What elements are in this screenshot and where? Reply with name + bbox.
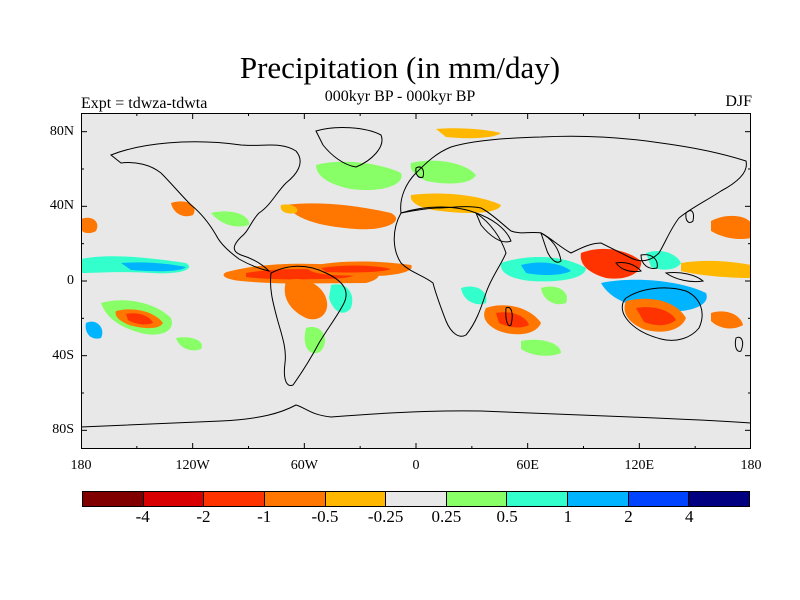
precip-field <box>580 248 642 279</box>
precip-anomaly-fields <box>81 128 751 356</box>
precip-field <box>436 128 501 139</box>
colorbar-segment <box>507 492 569 506</box>
colorbar-segment <box>689 492 750 506</box>
precip-field <box>126 313 153 325</box>
colorbar-label: -1 <box>257 507 272 526</box>
season-label: DJF <box>725 93 752 110</box>
longitude-label: 180 <box>70 458 92 473</box>
latitude-label: 40S <box>52 347 74 363</box>
precip-field <box>681 260 751 278</box>
latitude-label: 80N <box>49 123 74 139</box>
colorbar-segment <box>628 492 690 506</box>
precip-field <box>410 160 476 184</box>
map-subtitle: 000kyr BP - 000kyr BP <box>324 88 476 105</box>
coastline-australia <box>621 287 703 341</box>
longitude-label: 0 <box>412 458 420 473</box>
precip-field <box>521 339 561 356</box>
longitude-label: 120W <box>175 458 210 473</box>
precipitation-map <box>81 113 751 449</box>
coastlines <box>81 127 751 428</box>
experiment-label: Expt = tdwza-tdwta <box>81 95 208 112</box>
colorbar-label: -4 <box>135 507 150 526</box>
precip-field <box>280 204 298 214</box>
coastline-arabia <box>475 212 512 243</box>
precip-field <box>304 327 326 354</box>
colorbar-label: 0.5 <box>496 507 518 526</box>
colorbar-label: -0.25 <box>367 507 404 526</box>
coastline-eurasia <box>400 135 747 262</box>
latitude-label: 40N <box>49 198 74 214</box>
precip-field <box>316 161 402 191</box>
precip-field <box>286 203 397 230</box>
precip-field <box>461 286 487 305</box>
colorbar-segment <box>204 492 265 506</box>
precip-field <box>541 286 567 305</box>
longitude-label: 60W <box>290 458 318 473</box>
precip-field <box>171 201 195 217</box>
precip-field <box>711 311 743 329</box>
longitude-label: 120E <box>624 458 655 473</box>
colorbar <box>82 491 750 507</box>
precip-field <box>636 307 676 326</box>
coastline-north-america <box>110 141 301 272</box>
precip-field <box>329 284 353 313</box>
latitude-label: 0 <box>67 273 74 288</box>
colorbar-segment <box>143 492 205 506</box>
precip-field <box>85 321 103 339</box>
map-title: Precipitation (in mm/day) <box>239 50 561 85</box>
coastline-antarctica <box>81 404 751 428</box>
coastline-south-america <box>270 265 347 387</box>
precip-field <box>176 337 202 351</box>
coastline-madagascar <box>505 306 513 327</box>
colorbar-segment <box>446 492 508 506</box>
colorbar-segment <box>325 492 387 506</box>
colorbar-segment <box>568 492 629 506</box>
precip-field <box>646 251 681 270</box>
colorbar-label: 0.25 <box>431 507 462 526</box>
latitude-label: 80S <box>52 422 74 438</box>
colorbar-segment <box>386 492 447 506</box>
coastline-new-guinea <box>664 272 705 283</box>
map-frame <box>81 113 751 449</box>
precip-field <box>321 265 391 273</box>
coastline-japan <box>685 210 694 224</box>
precip-field <box>121 262 186 272</box>
colorbar-label: -2 <box>196 507 211 526</box>
longitude-label: 60E <box>516 458 539 473</box>
colorbar-label: -0.5 <box>311 507 339 526</box>
coastline-new-zealand <box>734 336 744 352</box>
colorbar-label: 2 <box>624 507 633 526</box>
precip-field <box>81 217 98 234</box>
colorbar-segment <box>83 492 144 506</box>
coastline-india <box>540 232 562 263</box>
coastline-uk <box>415 166 424 178</box>
precip-field <box>496 312 529 328</box>
precip-field <box>284 278 328 320</box>
coastline-africa <box>393 206 507 337</box>
colorbar-segment <box>264 492 326 506</box>
precip-field <box>521 262 571 276</box>
precip-field <box>211 211 250 227</box>
coastline-indonesia <box>615 262 642 273</box>
coastline-borneo <box>640 254 658 269</box>
precip-field <box>711 215 751 240</box>
longitude-label: 180 <box>740 458 762 473</box>
colorbar-label: 1 <box>563 507 573 526</box>
colorbar-label: 4 <box>685 507 694 526</box>
coastline-greenland <box>315 127 383 168</box>
